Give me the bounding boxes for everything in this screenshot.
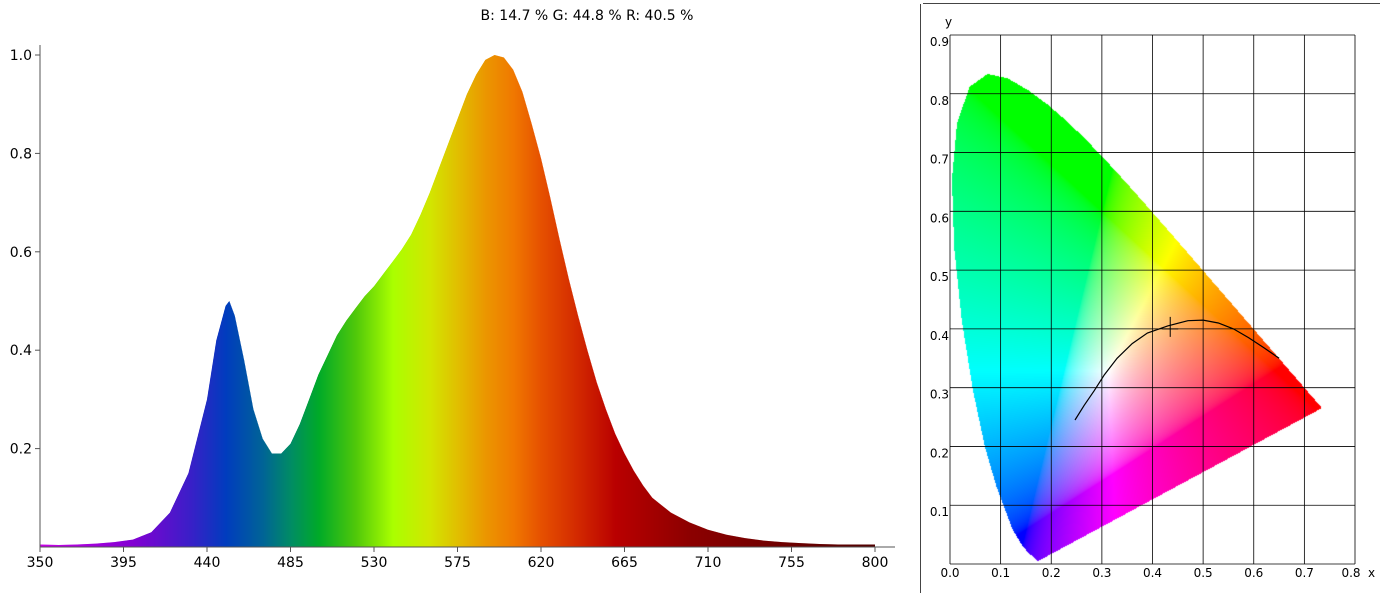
cie-x-ticks: 0.0 0.1 0.2 0.3 0.4 0.5 0.6 0.7 0.8 (940, 566, 1360, 580)
y-tick-label: 1.0 (10, 48, 32, 64)
cie-gamut-fill (923, 0, 1380, 593)
cie-y-tick-label: 0.6 (930, 211, 949, 225)
y-tick-label: 0.2 (10, 442, 32, 458)
rgb-ratio-text: B: 14.7 % G: 44.8 % R: 40.5 % (481, 8, 694, 24)
cie-x-tick-label: 0.8 (1341, 566, 1360, 580)
x-tick-label: 710 (695, 555, 722, 571)
cie-x-tick-label: 0.2 (1042, 566, 1061, 580)
cie-x-tick-label: 0.0 (940, 566, 959, 580)
spectrum-area (40, 55, 875, 547)
cie-y-tick-label: 0.8 (930, 94, 949, 108)
cie-x-tick-label: 0.6 (1244, 566, 1263, 580)
y-tick-label: 0.4 (10, 343, 32, 359)
cie-x-tick-label: 0.5 (1194, 566, 1213, 580)
y-tick-label: 0.6 (10, 245, 32, 261)
x-ticks: 350 395 440 485 530 575 620 665 710 755 800 (27, 547, 889, 571)
cie-grid (949, 34, 1356, 565)
x-tick-label: 575 (444, 555, 471, 571)
cie-x-tick-label: 0.1 (991, 566, 1010, 580)
cie-y-tick-label: 0.3 (930, 388, 949, 402)
spectrum-chart: B: 14.7 % G: 44.8 % R: 40.5 % 350 395 440 4… (10, 8, 895, 571)
x-tick-label: 350 (27, 555, 54, 571)
spectrum-panel: B: 14.7 % G: 44.8 % R: 40.5 % 350 395 440 4… (10, 4, 921, 593)
x-tick-label: 485 (277, 555, 304, 571)
cie-y-tick-label: 0.5 (930, 270, 949, 284)
cie-y-tick-label: 0.7 (930, 153, 949, 167)
cie-y-tick-label: 0.4 (930, 329, 949, 343)
panel-divider (920, 4, 921, 593)
x-tick-label: 395 (110, 555, 137, 571)
x-tick-label: 620 (528, 555, 555, 571)
cie-y-tick-label: 0.1 (930, 505, 949, 519)
cie-y-tick-label: 0.9 (930, 35, 949, 49)
planckian-locus-line (1074, 319, 1280, 421)
cie-y-tick-label: 0.2 (930, 446, 949, 460)
cie-x-axis-label: x (1368, 566, 1375, 580)
x-tick-label: 440 (194, 555, 221, 571)
x-tick-label: 755 (778, 555, 805, 571)
cie-chart: 0.0 0.1 0.2 0.3 0.4 0.5 0.6 0.7 0.8 0.1 0.2 0.3 0.4… (930, 15, 1375, 580)
x-tick-label: 800 (862, 555, 889, 571)
chromaticity-point-marker (1162, 316, 1179, 337)
cie-x-tick-label: 0.7 (1295, 566, 1314, 580)
cie-x-tick-label: 0.3 (1092, 566, 1111, 580)
cie-x-tick-label: 0.4 (1143, 566, 1162, 580)
x-tick-label: 530 (361, 555, 388, 571)
cie-y-axis-label: y (945, 15, 952, 29)
x-tick-label: 665 (611, 555, 638, 571)
y-tick-label: 0.8 (10, 146, 32, 162)
cie-y-ticks: 0.1 0.2 0.3 0.4 0.5 0.6 0.7 0.8 0.9 (930, 35, 949, 519)
panel-top-border (923, 3, 1380, 4)
y-ticks: 0.2 0.4 0.6 0.8 1.0 (10, 48, 40, 458)
cie-panel: 0.0 0.1 0.2 0.3 0.4 0.5 0.6 0.7 0.8 0.1 0.2 0.3 0.4… (923, 0, 1380, 593)
